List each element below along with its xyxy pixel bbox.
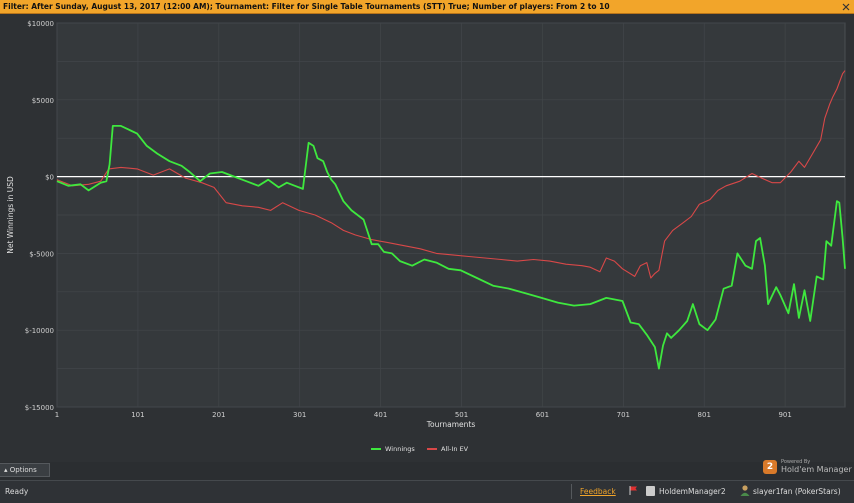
status-bar: Ready Feedback HoldemManager2 slayer1fan… [0, 480, 854, 503]
legend-label-allin-ev: All-In EV [441, 445, 469, 453]
holdem-manager-logo: 2 Powered By Hold'em Manager [763, 458, 854, 478]
legend-swatch-allin-ev [427, 448, 437, 450]
status-ready: Ready [5, 487, 29, 496]
legend-item-winnings[interactable]: Winnings [371, 443, 415, 455]
filter-bar[interactable]: Filter: After Sunday, August 13, 2017 (1… [0, 0, 854, 14]
legend-label-winnings: Winnings [385, 445, 415, 453]
flag-icon[interactable] [629, 486, 638, 495]
series-line-winnings [56, 125, 846, 370]
x-tick-label: 501 [455, 411, 468, 419]
powered-by-label: Powered By [781, 459, 811, 465]
x-tick-label: 1 [55, 411, 59, 419]
caret-up-icon: ▴ [4, 466, 8, 474]
x-tick-label: 801 [698, 411, 711, 419]
player-avatar-icon [740, 485, 750, 496]
chart-area: $10000 $5000 $0 $-5000 $-10000 $-15000 1 101 201… [0, 14, 854, 462]
y-tick-label: $5000 [32, 97, 54, 105]
hm2-badge-icon: 2 [763, 460, 777, 474]
legend-item-allin-ev[interactable]: All-In EV [427, 443, 468, 455]
y-tick-label: $-15000 [25, 404, 54, 412]
x-tick-label: 301 [293, 411, 306, 419]
chart-legend: Winnings All-In EV [0, 443, 854, 455]
feedback-link[interactable]: Feedback [580, 487, 616, 496]
options-label: Options [9, 466, 37, 474]
y-tick-label: $10000 [27, 20, 54, 28]
x-tick-label: 701 [617, 411, 630, 419]
y-tick-label: $-10000 [25, 327, 54, 335]
status-separator [571, 484, 572, 499]
database-name[interactable]: HoldemManager2 [659, 487, 726, 496]
x-tick-label: 201 [212, 411, 225, 419]
series-line-all-in-ev [56, 70, 846, 279]
close-icon[interactable] [842, 3, 850, 11]
x-axis-title: Tournaments [426, 420, 476, 429]
y-tick-label: $0 [45, 174, 54, 182]
x-tick-label: 601 [536, 411, 549, 419]
x-tick-label: 901 [778, 411, 791, 419]
y-tick-label: $-5000 [29, 250, 54, 258]
legend-swatch-winnings [371, 448, 381, 450]
x-tick-label: 101 [131, 411, 144, 419]
player-name[interactable]: slayer1fan (PokerStars) [753, 487, 841, 496]
x-tick-label: 401 [374, 411, 387, 419]
database-icon [646, 486, 655, 496]
y-axis-title: Net Winnings in USD [6, 176, 15, 254]
filter-text: Filter: After Sunday, August 13, 2017 (1… [3, 2, 610, 11]
options-button[interactable]: ▴ Options [0, 463, 50, 477]
product-name: Hold'em Manager [781, 465, 852, 474]
